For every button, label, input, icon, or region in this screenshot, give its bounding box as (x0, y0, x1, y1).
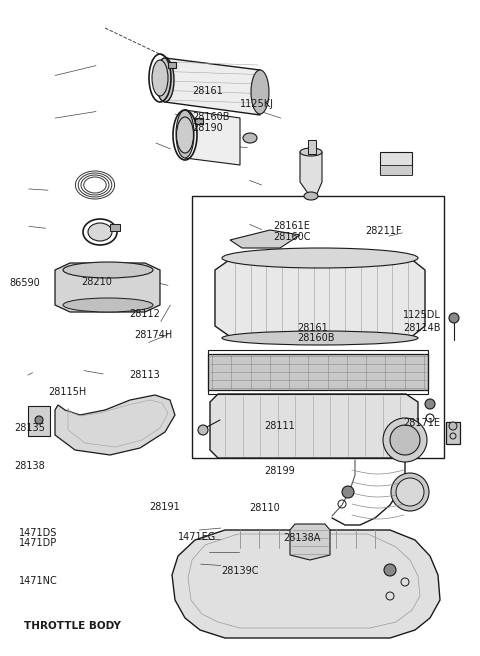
Ellipse shape (391, 473, 429, 511)
Text: 28161E: 28161E (274, 221, 311, 232)
Circle shape (384, 564, 396, 576)
Circle shape (425, 399, 435, 409)
Bar (380, 165, 412, 175)
Polygon shape (300, 152, 322, 196)
Bar (28, 406, 50, 436)
Polygon shape (210, 394, 418, 458)
Text: 28110: 28110 (250, 503, 280, 514)
Text: 28138: 28138 (14, 461, 45, 471)
Text: 1471DP: 1471DP (19, 538, 58, 548)
Bar (192, 196, 444, 458)
Polygon shape (165, 58, 260, 115)
Text: THROTTLE BODY: THROTTLE BODY (24, 621, 121, 632)
Polygon shape (215, 258, 425, 338)
Text: 28174H: 28174H (134, 329, 173, 340)
Ellipse shape (300, 148, 322, 156)
Polygon shape (185, 110, 240, 165)
Bar (110, 224, 120, 231)
Polygon shape (172, 530, 440, 638)
Text: 86590: 86590 (10, 278, 40, 289)
Polygon shape (290, 524, 330, 560)
Ellipse shape (251, 70, 269, 114)
Ellipse shape (396, 478, 424, 506)
Text: 28112: 28112 (130, 308, 160, 319)
Polygon shape (55, 263, 160, 312)
Text: 28138A: 28138A (283, 533, 321, 543)
Text: 1471NC: 1471NC (19, 575, 58, 586)
Ellipse shape (152, 60, 168, 96)
Ellipse shape (88, 223, 112, 241)
Text: 28139C: 28139C (221, 565, 258, 576)
Ellipse shape (176, 110, 194, 158)
Text: 28190: 28190 (192, 123, 223, 133)
Polygon shape (55, 395, 175, 455)
Ellipse shape (222, 248, 418, 268)
Text: 28115H: 28115H (48, 386, 86, 397)
Circle shape (198, 425, 208, 435)
Text: 28135: 28135 (14, 422, 45, 433)
Bar (195, 118, 203, 124)
Text: 28113: 28113 (130, 370, 160, 380)
Text: 28161: 28161 (298, 323, 328, 333)
Text: 28171E: 28171E (403, 418, 440, 428)
Text: 28114B: 28114B (403, 323, 441, 333)
Text: 28160B: 28160B (192, 112, 229, 122)
Ellipse shape (390, 425, 420, 455)
Text: 1471DS: 1471DS (19, 527, 58, 538)
Bar (168, 62, 176, 68)
Text: 28161: 28161 (192, 85, 223, 96)
Circle shape (449, 313, 459, 323)
Text: 28111: 28111 (264, 421, 295, 432)
Text: 28199: 28199 (264, 466, 295, 476)
Bar (208, 350, 428, 394)
Polygon shape (208, 354, 428, 390)
Ellipse shape (243, 133, 257, 143)
Text: 28211F: 28211F (365, 226, 401, 236)
Ellipse shape (156, 58, 174, 102)
Ellipse shape (63, 298, 153, 312)
Ellipse shape (383, 418, 427, 462)
Bar (308, 140, 316, 154)
Circle shape (449, 422, 457, 430)
Polygon shape (230, 230, 300, 248)
Ellipse shape (304, 192, 318, 200)
Text: 28191: 28191 (149, 502, 180, 512)
Ellipse shape (63, 262, 153, 278)
Text: 1125DL: 1125DL (403, 310, 441, 320)
Ellipse shape (177, 117, 193, 153)
Bar (446, 422, 460, 444)
Circle shape (35, 416, 43, 424)
Text: 28210: 28210 (82, 277, 112, 287)
Text: 28160B: 28160B (298, 333, 335, 344)
Circle shape (342, 486, 354, 498)
Text: 1471EG: 1471EG (178, 531, 216, 542)
Bar (380, 152, 412, 174)
Text: 1125KJ: 1125KJ (240, 98, 274, 109)
Text: 28160C: 28160C (274, 232, 311, 243)
Ellipse shape (222, 331, 418, 345)
